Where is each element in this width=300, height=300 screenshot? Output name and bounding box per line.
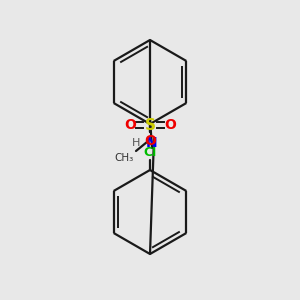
Text: CH₃: CH₃ xyxy=(115,153,134,163)
Text: O: O xyxy=(164,118,176,132)
Text: S: S xyxy=(145,118,155,133)
Text: O: O xyxy=(124,118,136,132)
Text: H: H xyxy=(132,138,140,148)
Text: O: O xyxy=(144,134,156,148)
Text: N: N xyxy=(146,136,158,150)
Text: Cl: Cl xyxy=(143,146,157,159)
